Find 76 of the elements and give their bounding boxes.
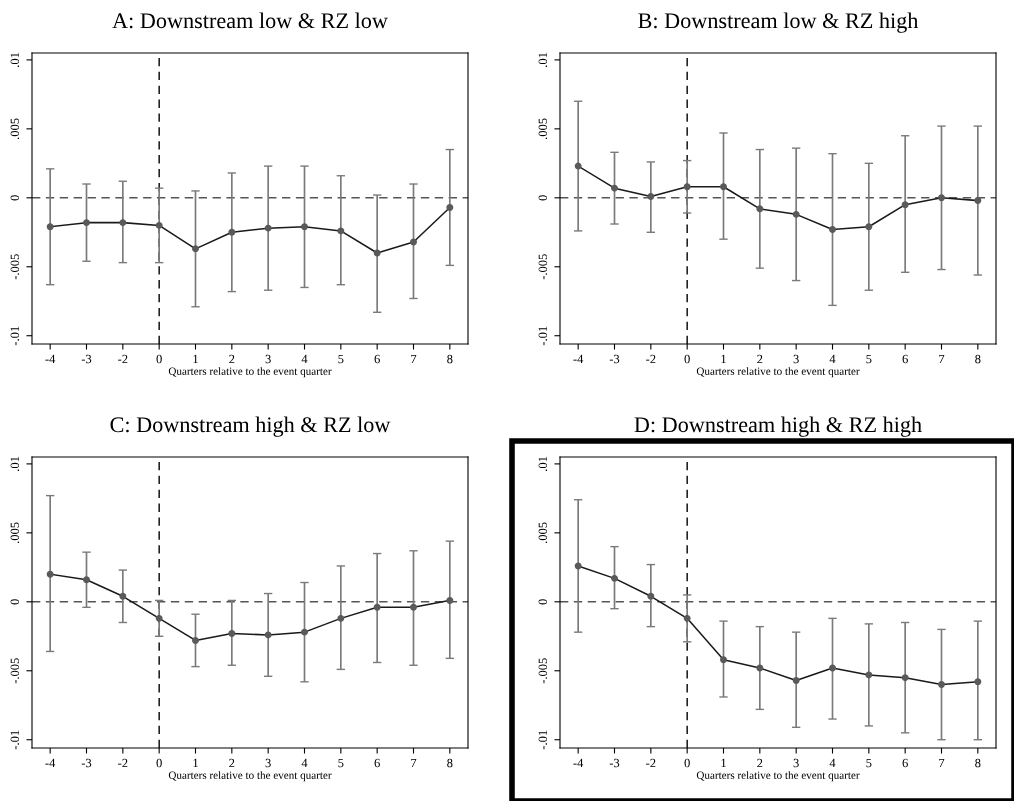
x-tick-label: 2 [757, 354, 763, 364]
y-tick-label: -.01 [538, 326, 548, 346]
x-tick-label: 1 [721, 758, 726, 768]
x-tick-label: 3 [265, 354, 271, 364]
x-tick-label: -3 [609, 354, 620, 364]
x-tick-label: 8 [975, 354, 981, 364]
x-tick-label: -3 [609, 758, 620, 768]
x-tick-label: 2 [229, 354, 235, 364]
x-tick-label: 5 [866, 758, 872, 768]
x-tick-label: 5 [338, 758, 344, 768]
x-axis-title: Quarters relative to the event quarter [168, 771, 332, 782]
x-tick-label: 6 [902, 354, 908, 364]
y-tick-label: 0 [10, 195, 20, 201]
y-tick-label: .01 [10, 52, 20, 67]
x-tick-label: -2 [118, 354, 128, 364]
x-axis-title: Quarters relative to the event quarter [696, 771, 860, 782]
x-tick-label: 0 [156, 758, 162, 768]
x-tick-label: 1 [193, 354, 198, 364]
chart-title: C: Downstream high & RZ low [110, 416, 391, 437]
x-tick-label: 5 [866, 354, 872, 364]
x-tick-label: 7 [939, 354, 945, 364]
x-tick-label: 7 [939, 758, 945, 768]
x-tick-label: -2 [118, 758, 128, 768]
x-tick-label: 4 [829, 354, 836, 364]
x-tick-label: 3 [793, 354, 799, 364]
y-tick-label: .01 [538, 52, 548, 67]
y-tick-label: -.01 [10, 730, 20, 750]
y-tick-label: -.01 [10, 326, 20, 346]
y-tick-label: .01 [538, 456, 548, 471]
y-tick-label: 0 [538, 195, 548, 201]
x-axis-title: Quarters relative to the event quarter [168, 367, 332, 378]
x-tick-label: -3 [81, 758, 92, 768]
y-tick-label: 0 [10, 599, 20, 605]
x-tick-label: 2 [757, 758, 763, 768]
y-tick-label: -.005 [538, 254, 548, 280]
x-tick-label: 6 [902, 758, 908, 768]
x-tick-label: 0 [684, 354, 690, 364]
x-tick-label: 3 [793, 758, 799, 768]
x-tick-label: 7 [411, 354, 417, 364]
x-tick-label: -4 [573, 758, 584, 768]
x-tick-label: 6 [374, 354, 380, 364]
x-tick-label: -3 [81, 354, 92, 364]
x-tick-label: 5 [338, 354, 344, 364]
y-tick-label: 0 [538, 599, 548, 605]
x-tick-label: -4 [45, 354, 56, 364]
x-tick-label: 1 [721, 354, 726, 364]
y-tick-label: .005 [10, 118, 20, 139]
chart-title: B: Downstream low & RZ high [638, 12, 919, 33]
y-tick-label: .005 [538, 118, 548, 139]
chart-title: D: Downstream high & RZ high [634, 416, 922, 437]
x-tick-label: 0 [684, 758, 690, 768]
chart-title: A: Downstream low & RZ low [112, 12, 388, 29]
y-tick-label: .005 [538, 522, 548, 543]
y-tick-label: .005 [10, 522, 20, 543]
x-tick-label: 6 [374, 758, 380, 768]
x-tick-label: -2 [646, 758, 656, 768]
x-tick-label: 7 [411, 758, 417, 768]
x-tick-label: 4 [301, 758, 308, 768]
x-axis-title: Quarters relative to the event quarter [696, 367, 860, 378]
x-tick-label: 3 [265, 758, 271, 768]
y-tick-label: .01 [10, 456, 20, 471]
x-tick-label: 8 [447, 354, 453, 364]
y-tick-label: -.005 [10, 254, 20, 280]
x-tick-label: 2 [229, 758, 235, 768]
x-tick-label: -4 [45, 758, 56, 768]
x-tick-label: 4 [829, 758, 836, 768]
x-tick-label: 1 [193, 758, 198, 768]
x-tick-label: 4 [301, 354, 308, 364]
x-tick-label: 8 [975, 758, 981, 768]
x-tick-label: -4 [573, 354, 584, 364]
y-tick-label: -.005 [538, 658, 548, 684]
x-tick-label: 8 [447, 758, 453, 768]
y-tick-label: -.005 [10, 658, 20, 684]
x-tick-label: 0 [156, 354, 162, 364]
x-tick-label: -2 [646, 354, 656, 364]
y-tick-label: -.01 [538, 730, 548, 750]
